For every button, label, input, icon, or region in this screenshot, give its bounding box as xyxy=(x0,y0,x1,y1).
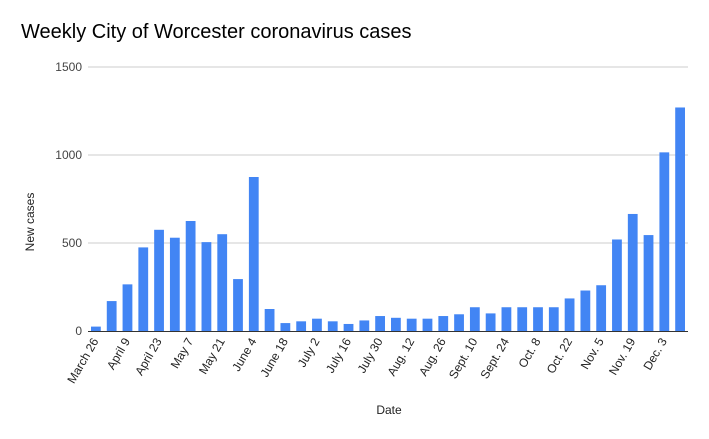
bar xyxy=(548,307,559,331)
bar xyxy=(296,321,307,331)
chart-title: Weekly City of Worcester coronavirus cas… xyxy=(21,21,412,43)
x-tick-label: Oct. 8 xyxy=(515,335,543,370)
x-tick-label: July 16 xyxy=(323,335,354,375)
x-tick-label: July 2 xyxy=(295,335,323,369)
bar xyxy=(169,237,180,331)
y-tick-label: 1500 xyxy=(55,60,82,74)
bar xyxy=(612,239,622,331)
bar xyxy=(359,320,370,331)
y-tick-label: 500 xyxy=(62,236,82,250)
bar xyxy=(138,247,149,331)
bar xyxy=(327,321,338,331)
bar xyxy=(375,316,385,331)
y-axis-title: New cases xyxy=(23,193,37,252)
bar xyxy=(533,307,543,331)
bar xyxy=(564,298,575,331)
x-tick-label: May 21 xyxy=(196,335,228,376)
x-tick-label: Aug. 26 xyxy=(416,335,449,378)
y-tick-label: 1000 xyxy=(55,148,82,162)
bar xyxy=(454,314,464,331)
bar xyxy=(201,242,212,331)
bar xyxy=(264,309,275,331)
x-tick-label: June 18 xyxy=(257,335,291,379)
bar xyxy=(391,317,401,331)
bar xyxy=(406,318,417,331)
x-tick-label: March 26 xyxy=(64,335,101,386)
x-tick-label: Sept. 24 xyxy=(478,335,513,381)
bar xyxy=(627,213,638,331)
x-tick-label: Oct. 22 xyxy=(544,335,576,376)
bar xyxy=(485,313,496,331)
bar xyxy=(469,307,480,331)
bar xyxy=(580,290,591,331)
bar xyxy=(233,279,243,331)
x-tick-label: April 23 xyxy=(132,335,165,378)
bar xyxy=(122,284,133,331)
bar xyxy=(501,307,512,331)
bar xyxy=(248,177,259,331)
x-tick-label: Nov. 5 xyxy=(578,335,607,372)
bar xyxy=(659,152,670,331)
bar xyxy=(422,318,433,331)
x-axis-title: Date xyxy=(376,403,402,417)
x-tick-label: Dec. 3 xyxy=(640,335,670,372)
bar xyxy=(343,323,354,331)
x-tick-label: June 4 xyxy=(229,335,259,373)
bar xyxy=(643,235,654,331)
bar xyxy=(596,285,607,331)
bar xyxy=(312,318,322,331)
bar xyxy=(438,316,449,331)
x-tick-label: April 9 xyxy=(104,335,133,372)
y-tick-label: 0 xyxy=(75,324,82,338)
bar xyxy=(517,307,528,331)
bar xyxy=(154,229,164,331)
x-tick-label: May 7 xyxy=(168,335,197,371)
x-tick-label: Sept. 10 xyxy=(446,335,481,381)
bar xyxy=(106,301,117,331)
x-tick-label: Aug. 12 xyxy=(384,335,417,378)
bar xyxy=(280,323,291,331)
x-tick-label: July 30 xyxy=(355,335,386,375)
x-tick-label: Nov. 19 xyxy=(606,335,639,377)
bar xyxy=(185,221,196,331)
bar xyxy=(91,326,101,331)
bar xyxy=(217,234,228,331)
bar xyxy=(675,107,685,331)
